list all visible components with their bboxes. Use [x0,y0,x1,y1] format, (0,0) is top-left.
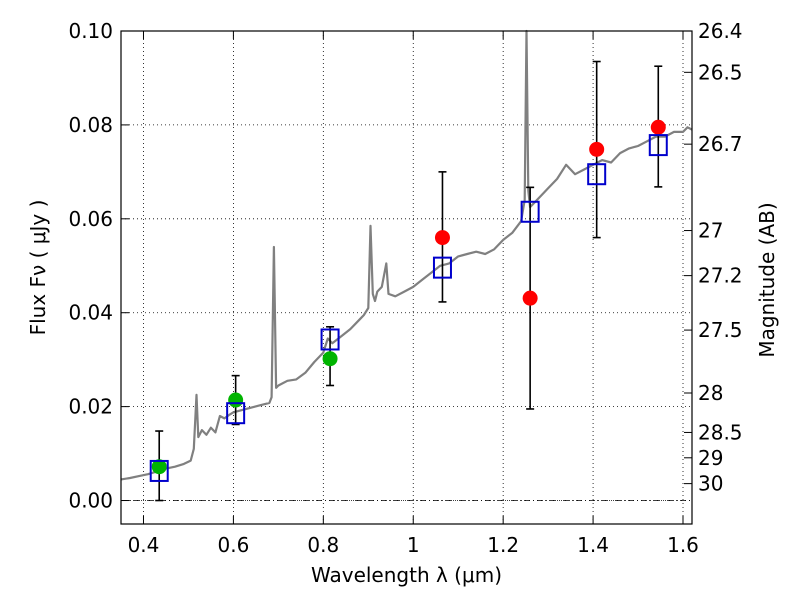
y-axis-title: Flux Fν ( μJy ) [26,200,50,336]
x-tick-label: 1.6 [667,533,699,557]
x-tick-label: 0.4 [128,533,160,557]
model-point [432,256,452,279]
model-point [320,328,340,351]
spectrum-line [120,29,693,481]
y-tick-label: 0.04 [68,301,113,325]
data-point [650,119,666,135]
data-point [589,141,605,157]
data-markers [149,119,668,482]
x-tick-label: 0.6 [217,533,249,557]
y-tick-label: 0.02 [68,395,113,419]
model-point [520,200,540,223]
y2-tick-label: 26.5 [698,60,743,84]
spectrum-series [120,29,693,481]
x-tick-labels: 0.4 0.6 0.8 1 1.2 1.4 1.6 [128,533,699,557]
y-tick-label: 0.08 [68,113,113,137]
y2-tick-label: 26.4 [698,19,743,43]
model-point [149,459,169,482]
x-tick-label: 0.8 [307,533,339,557]
y2-tick-label: 29 [698,446,723,470]
data-point [322,351,338,367]
model-point [226,402,246,425]
y2-tick-label: 27 [698,219,723,243]
x-tick-label: 1 [407,533,420,557]
y2-tick-label: 26.7 [698,132,743,156]
y-tick-labels: 0.00 0.02 0.04 0.06 0.08 0.10 [68,19,113,513]
y2-tick-label: 30 [698,472,723,496]
data-point [228,392,244,408]
y-tick-label: 0.00 [68,489,113,513]
y-tick-label: 0.10 [68,19,113,43]
y2-tick-label: 27.5 [698,318,743,342]
y-tick-label: 0.06 [68,207,113,231]
x-tick-label: 1.2 [487,533,519,557]
y2-tick-label: 28.5 [698,420,743,444]
data-point [434,230,450,246]
y2-tick-label: 27.2 [698,264,743,288]
model-point [648,134,668,157]
x-tick-label: 1.4 [577,533,609,557]
y2-tick-label: 28 [698,381,723,405]
axis-ticks [121,30,692,524]
plot-frame [120,30,693,525]
model-point [587,163,607,186]
data-point [522,290,538,306]
data-point [151,459,167,475]
x-axis-title: Wavelength λ (μm) [311,563,502,587]
y2-axis-title: Magnitude (AB) [755,202,779,357]
